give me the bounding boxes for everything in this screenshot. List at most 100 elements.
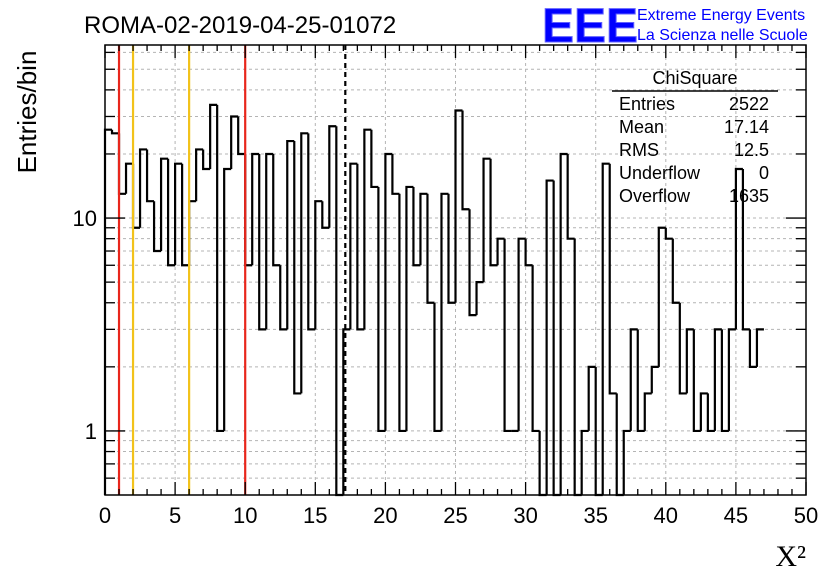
histogram-bin: [398, 193, 407, 433]
x-tick-label: 15: [303, 503, 327, 528]
x-tick-label: 35: [583, 503, 607, 528]
histogram-bin: [286, 139, 295, 330]
histogram-bin: [517, 237, 526, 431]
histogram-bin: [223, 167, 232, 431]
histogram-bin: [461, 110, 470, 211]
histogram-bin: [237, 116, 246, 156]
histogram-bin: [636, 329, 645, 433]
stats-box: ChiSquare Entries 2522 Mean 17.14 RMS 12.5 Und…: [612, 68, 778, 206]
histogram-bin: [412, 186, 421, 267]
x-axis-label: X²: [775, 540, 806, 572]
histogram-bin: [174, 162, 183, 266]
y-tick-labels: 1 10: [73, 206, 97, 444]
histogram-bin: [377, 186, 386, 433]
histogram-bin: [720, 329, 729, 433]
chart-title: ROMA-02-2019-04-25-01072: [84, 12, 396, 39]
histogram-bin: [145, 149, 155, 203]
histogram-bin: [657, 226, 666, 367]
histogram-bin: [124, 162, 134, 194]
histogram-bin: [629, 328, 638, 431]
histogram-bin: [300, 132, 309, 394]
x-tick-label: 50: [794, 503, 818, 528]
histogram-bin: [110, 129, 120, 135]
histogram-bin: [559, 152, 568, 495]
histogram-bin: [356, 163, 365, 331]
x-tick-label: 0: [99, 503, 111, 528]
histogram-bin: [671, 238, 680, 304]
histogram-bin: [251, 152, 260, 266]
x-tick-label: 10: [233, 503, 257, 528]
histogram-bin: [524, 238, 533, 267]
histogram-bin: [468, 209, 477, 317]
histogram-bin: [370, 129, 379, 189]
histogram-bin: [454, 109, 463, 303]
histogram-bin: [587, 365, 596, 431]
histogram-bin: [342, 328, 351, 495]
histogram-bin: [755, 328, 764, 367]
logo-line-2: La Scienza nelle Scuole: [637, 27, 808, 44]
x-tick-label: 45: [724, 503, 748, 528]
histogram-bin: [545, 179, 554, 495]
histogram-bin: [426, 193, 435, 304]
histogram-bin: [265, 152, 274, 330]
stats-label: Entries: [619, 94, 675, 114]
histogram-bin: [664, 227, 673, 240]
histogram-bin: [706, 393, 715, 433]
histogram-bin: [503, 238, 512, 433]
histogram-bin: [741, 168, 750, 331]
x-tick-label: 40: [654, 503, 678, 528]
histogram-bin: [496, 237, 505, 266]
histogram-bin: [209, 103, 218, 169]
histogram-bin: [475, 281, 484, 316]
histogram-bin: [202, 149, 211, 171]
x-tick-label: 20: [373, 503, 397, 528]
histogram-bin: [159, 157, 169, 252]
axis-ticks: [104, 45, 807, 495]
histogram-bin: [622, 429, 631, 495]
histogram-bin: [531, 265, 540, 433]
histogram-bin: [293, 141, 302, 395]
histogram-bin: [216, 104, 225, 433]
histogram-bin: [440, 192, 449, 431]
eee-logo: EEE Extreme Energy Events La Scienza nel…: [542, 0, 808, 54]
logo-line-1: Extreme Energy Events: [637, 7, 805, 24]
histogram-bin: [405, 185, 414, 431]
histogram-bin: [384, 152, 393, 431]
histogram-bin: [307, 133, 316, 331]
histogram-bin: [433, 302, 442, 433]
histogram-bin: [692, 329, 701, 433]
histogram-bin: [566, 153, 575, 240]
histogram-bin: [152, 201, 162, 253]
histogram-bin: [230, 115, 239, 169]
histogram-bin: [489, 158, 498, 267]
stats-value: 1635: [729, 186, 769, 206]
histogram-bin: [419, 192, 428, 266]
y-axis-label: Entries/bin: [12, 51, 42, 174]
histogram-bin: [279, 265, 288, 331]
histogram-bin: [391, 153, 400, 195]
histogram-bin: [650, 365, 659, 394]
histogram-bin: [195, 148, 204, 202]
reference-lines: [117, 45, 347, 495]
histogram-bin: [328, 125, 337, 228]
x-tick-label: 5: [169, 503, 181, 528]
stats-label: Underflow: [619, 163, 701, 183]
stats-label: Overflow: [619, 186, 691, 206]
histogram-bin: [601, 162, 610, 495]
histogram-bin: [314, 200, 323, 330]
stats-value: 0: [759, 163, 769, 183]
x-tick-label: 30: [513, 503, 537, 528]
histogram-bin: [181, 163, 190, 267]
histogram-bin: [138, 148, 148, 228]
histogram-bin: [713, 328, 722, 431]
stats-label: RMS: [619, 140, 659, 160]
histogram-bin: [363, 128, 372, 330]
histogram-bin: [685, 328, 694, 394]
stats-value: 17.14: [724, 117, 769, 137]
stats-label: Mean: [619, 117, 664, 137]
histogram-bin: [678, 302, 687, 395]
histogram-bin: [608, 163, 617, 395]
stats-title: ChiSquare: [652, 68, 737, 88]
histogram-bin: [258, 153, 267, 331]
